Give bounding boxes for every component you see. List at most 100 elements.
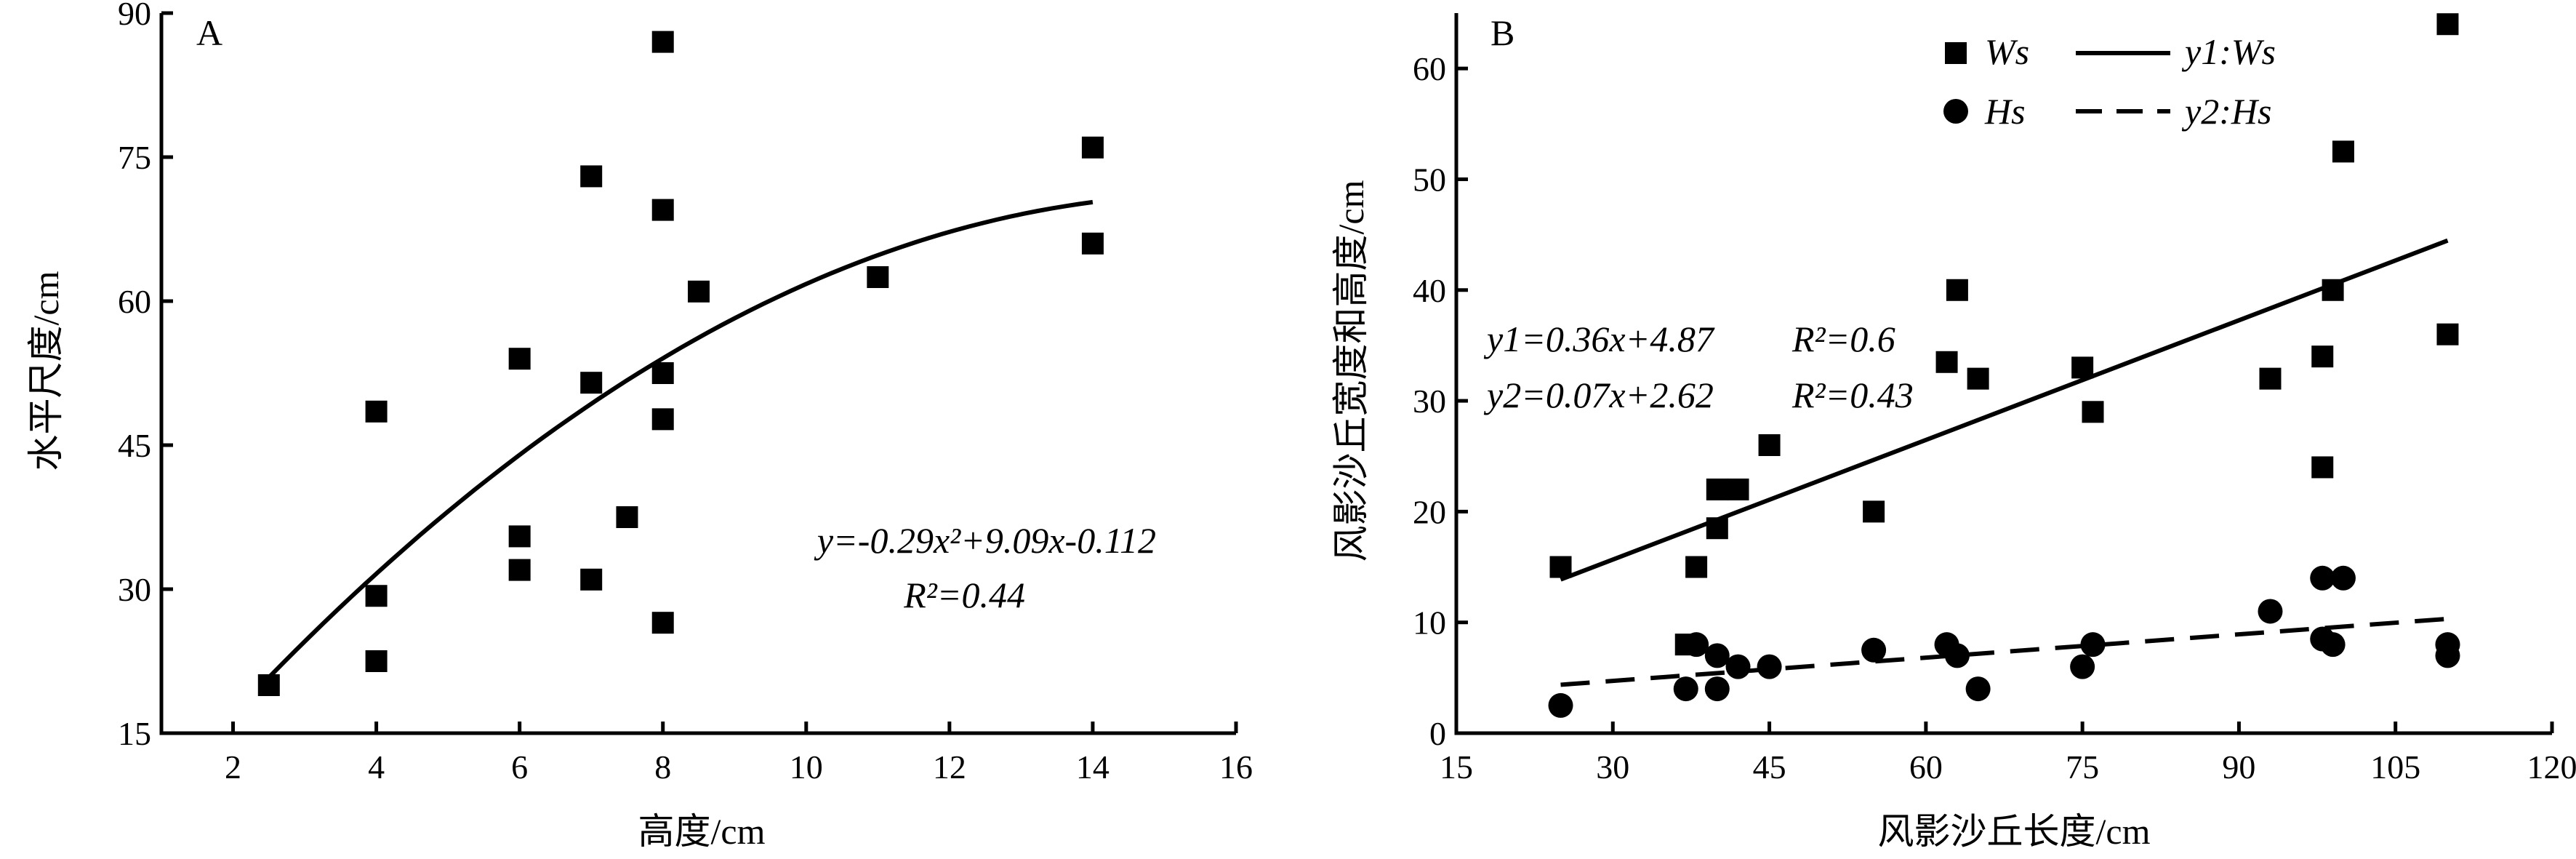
panel-a-x-tick-label: 14	[1076, 748, 1110, 786]
panel-b-hs-point	[1757, 654, 1782, 679]
panel-b-y-tick-label: 0	[1429, 715, 1446, 752]
panel-a-y-tick-label: 45	[118, 427, 151, 464]
panel-b-ws-point	[1549, 556, 1572, 578]
panel-a-x-ticks: 2 4 6 8 10 12 14 16	[225, 722, 1253, 786]
panel-b-equation-2: y2=0.07x+2.62	[1483, 375, 1714, 415]
legend-circle-marker-hs	[1943, 99, 1968, 124]
panel-b-hs-point	[2080, 632, 2106, 658]
panel-b-ws-point	[2436, 323, 2459, 345]
panel-b-hs-point	[1684, 632, 1709, 658]
panel-b-ws-point	[2311, 456, 2334, 479]
panel-b-ws-point	[1967, 367, 1989, 390]
panel-a-x-tick-label: 6	[511, 748, 528, 786]
panel-b-hs-point	[2310, 565, 2335, 591]
panel-b-ws-point	[2259, 367, 2282, 390]
panel-b-ws-point	[1935, 351, 1958, 373]
panel-a-x-tick-label: 8	[654, 748, 671, 786]
panel-a: 2 4 6 8 10 12 14 16 15 30 45 60 75 90 A 高度/cm 水平尺度/c…	[25, 0, 1253, 852]
panel-b-hs-point	[2070, 654, 2095, 679]
panel-b-x-tick-label: 15	[1440, 748, 1473, 786]
panel-a-x-tick-label: 12	[933, 748, 966, 786]
panel-b-x-ticks: 15 30 45 60 75 90 105 120	[1440, 722, 2576, 786]
panel-a-data-point	[651, 31, 674, 53]
panel-a-x-tick-label: 16	[1219, 748, 1253, 786]
panel-b-hs-point	[1944, 643, 1970, 668]
panel-b-hs-point	[1861, 637, 1887, 663]
panel-a-x-tick-label: 4	[368, 748, 385, 786]
panel-b-x-tick-label: 105	[2370, 748, 2420, 786]
panel-b-y-ticks: 0 10 20 30 40 50 60	[1413, 50, 1468, 752]
legend-label-hs: Hs	[1984, 91, 2026, 132]
panel-b-y-tick-label: 50	[1413, 161, 1446, 198]
panel-a-data-point	[688, 280, 710, 303]
panel-b-ws-point	[1685, 556, 1708, 578]
panel-b-y-tick-label: 10	[1413, 604, 1446, 642]
panel-a-data-point	[365, 400, 388, 423]
panel-a-data-point	[508, 348, 531, 370]
panel-b-ws-point	[2311, 345, 2334, 368]
panel-a-data-point	[867, 266, 889, 288]
panel-b-label: B	[1490, 12, 1514, 53]
panel-b-ws-point	[1727, 478, 1749, 500]
panel-a-x-axis-title: 高度/cm	[638, 811, 766, 852]
panel-b-x-tick-label: 90	[2222, 748, 2255, 786]
panel-a-data-point	[508, 525, 531, 548]
panel-a-x-tick-label: 2	[225, 748, 241, 786]
panel-b-points	[1548, 13, 2460, 718]
panel-b-hs-point	[1704, 676, 1730, 702]
panel-a-x-tick-label: 10	[790, 748, 823, 786]
panel-a-y-axis-title: 水平尺度/cm	[25, 271, 66, 471]
panel-b-y-tick-label: 60	[1413, 50, 1446, 87]
panel-b-hs-point	[2435, 643, 2460, 668]
panel-a-points	[257, 31, 1104, 696]
panel-a-data-point	[1081, 232, 1104, 255]
panel-b-x-tick-label: 75	[2066, 748, 2099, 786]
panel-b-ws-point	[1758, 434, 1781, 456]
panel-b-hs-point	[2330, 565, 2356, 591]
panel-b-hs-point	[2258, 599, 2283, 624]
panel-a-data-point	[580, 372, 603, 394]
panel-a-data-point	[580, 165, 603, 188]
panel-b-ws-point	[1706, 478, 1728, 500]
panel-b-fit-line-ws	[1560, 238, 2449, 582]
panel-b-ws-point	[1863, 500, 1885, 523]
panel-b-y-tick-label: 40	[1413, 272, 1446, 309]
panel-b-r-squared-2: R²=0.43	[1791, 375, 1914, 415]
panel-a-y-tick-label: 60	[118, 283, 151, 320]
panel-b: 15 30 45 60 75 90 105 120 0 10 20 30 40 50 60 B 风影沙丘长…	[1331, 12, 2576, 852]
panel-b-hs-point	[1965, 676, 1991, 702]
panel-b-y-tick-label: 20	[1413, 493, 1446, 530]
panel-b-equation-1: y1=0.36x+4.87	[1483, 319, 1715, 359]
panel-a-y-tick-label: 90	[118, 0, 151, 32]
legend-label-fit-ws: y1:Ws	[2181, 31, 2276, 72]
panel-b-x-tick-label: 60	[1909, 748, 1943, 786]
panel-a-data-point	[365, 585, 388, 607]
panel-b-fit-line-hs	[1560, 616, 2448, 687]
panel-b-x-tick-label: 120	[2527, 748, 2576, 786]
panel-a-data-point	[651, 362, 674, 384]
panel-a-data-point	[365, 650, 388, 672]
panel-a-y-tick-label: 30	[118, 571, 151, 608]
panel-a-data-point	[508, 559, 531, 581]
panel-b-hs-point	[1725, 654, 1751, 679]
panel-a-data-point	[257, 674, 280, 696]
panel-a-y-tick-label: 15	[118, 715, 151, 752]
panel-a-data-point	[651, 408, 674, 431]
panel-a-data-point	[651, 612, 674, 634]
panel-b-ws-point	[2071, 356, 2094, 379]
panel-a-r-squared: R²=0.44	[903, 575, 1025, 615]
legend-square-marker-ws	[1945, 42, 1967, 64]
panel-b-ws-point	[2436, 13, 2459, 36]
panel-a-data-point	[616, 506, 638, 528]
panel-a-label: A	[196, 12, 222, 53]
panel-a-equation: y=-0.29x²+9.09x-0.112	[814, 520, 1156, 561]
panel-a-data-point	[1081, 136, 1104, 159]
panel-b-ws-point	[2332, 140, 2354, 163]
panel-b-ws-point	[2082, 401, 2104, 423]
panel-b-hs-point	[1548, 692, 1573, 718]
panel-b-y-tick-label: 30	[1413, 383, 1446, 420]
panel-b-x-tick-label: 30	[1596, 748, 1629, 786]
panel-b-y-axis-title: 风影沙丘宽度和高度/cm	[1331, 180, 1371, 562]
panel-b-hs-point	[1673, 676, 1698, 702]
panel-b-hs-point	[1704, 643, 1730, 668]
